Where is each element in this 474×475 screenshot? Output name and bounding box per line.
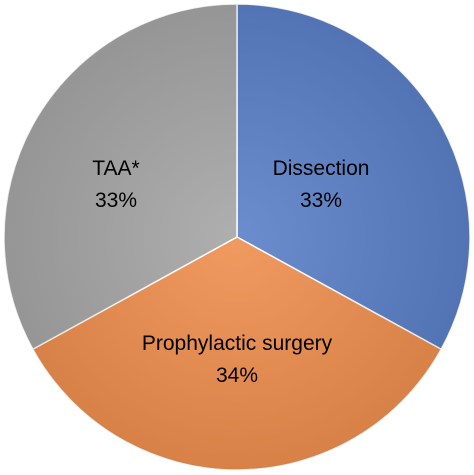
slice-label: Prophylactic surgery [142, 332, 333, 355]
pie-labels: Dissection 33% Prophylactic surgery 34% TAA*… [92, 157, 369, 387]
slice-label: TAA* [92, 157, 139, 180]
slice-label: Dissection [273, 157, 370, 180]
slice-value-label: 33% [95, 189, 137, 212]
pie-slices [3, 3, 471, 471]
slice-value-label: 33% [300, 189, 342, 212]
slice-value-label: 34% [216, 364, 258, 387]
